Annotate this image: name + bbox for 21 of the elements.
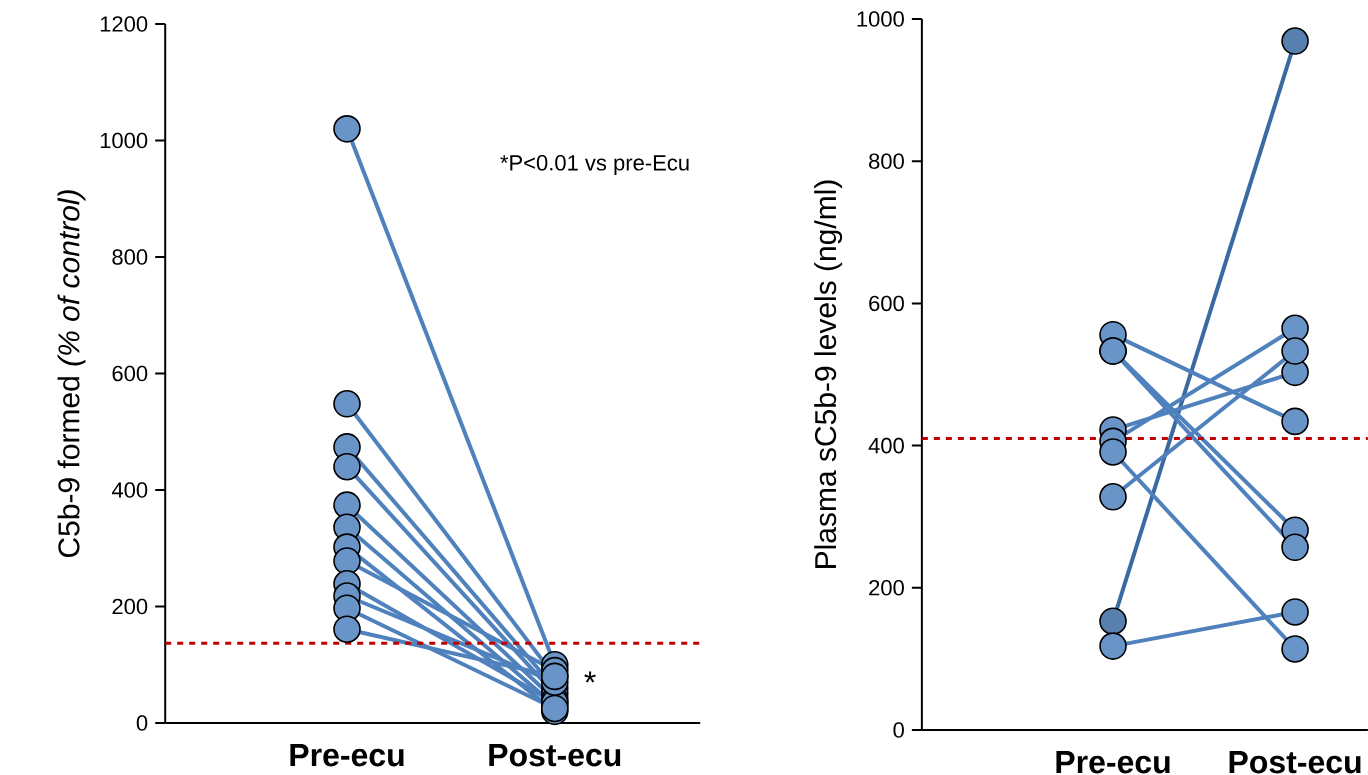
annotation: *	[584, 671, 596, 683]
y-tick-label: 800	[869, 153, 904, 169]
x-tick-label: Post-ecu	[1229, 751, 1361, 774]
y-tick-label: 0	[136, 715, 148, 731]
y-tick-label: 400	[868, 437, 904, 454]
y-axis-title: Plasma sC5b-9 levels (ng/ml)	[814, 180, 843, 568]
y-axis-title: C5b-9 formed (% of control)	[57, 190, 86, 558]
x-tick-label: Pre-ecu	[290, 744, 404, 767]
x-tick-label: Post-ecu	[489, 744, 621, 767]
y-tick-label: 200	[869, 580, 904, 596]
y-tick-label: 800	[112, 249, 148, 265]
y-tick-label: 1200	[100, 16, 148, 32]
x-tick-label: Pre-ecu	[1056, 751, 1170, 774]
y-tick-label: 600	[112, 365, 148, 382]
y-tick-label: 200	[112, 598, 148, 615]
y-tick-label: 400	[111, 482, 148, 498]
y-tick-label: 1000	[857, 11, 904, 27]
y-tick-label: 1000	[100, 132, 148, 149]
annotation: *P<0.01 vs pre-Ecu	[500, 155, 689, 175]
y-tick-label: 0	[893, 722, 904, 738]
y-tick-label: 600	[869, 295, 904, 312]
